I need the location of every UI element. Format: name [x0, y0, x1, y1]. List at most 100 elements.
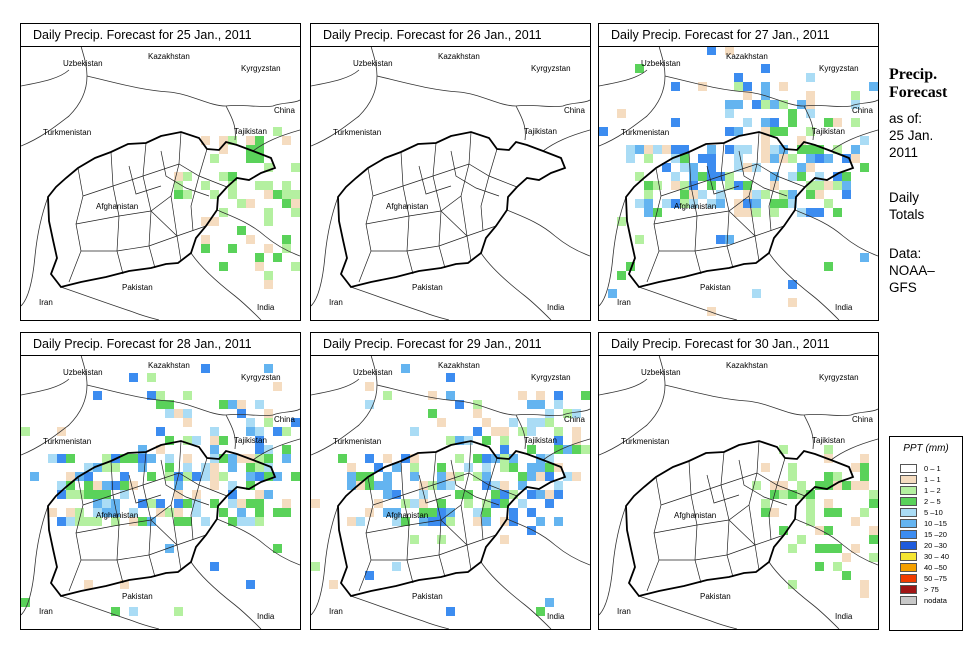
province-border: [728, 519, 756, 546]
asof-date-1: 25 Jan.: [889, 128, 934, 143]
precip-cell: [264, 217, 273, 226]
afghanistan-outline: [47, 440, 277, 598]
precip-cell: [815, 172, 824, 181]
precip-cell: [174, 508, 183, 517]
precip-cell: [545, 490, 554, 499]
province-border: [160, 150, 210, 197]
country-border: [311, 46, 378, 147]
province-border: [75, 504, 172, 534]
precip-cell: [851, 544, 860, 553]
precip-cell: [833, 208, 842, 217]
precip-cell: [806, 508, 815, 517]
precip-cell: [860, 472, 869, 481]
precip-cell: [111, 463, 120, 472]
country-label-pakistan: Pakistan: [412, 283, 443, 292]
precip-cell: [788, 118, 797, 127]
country-label-kyrgyzstan: Kyrgyzstan: [819, 373, 859, 382]
province-border: [372, 163, 518, 197]
precip-cell: [482, 436, 491, 445]
precip-cell: [246, 136, 255, 145]
precip-cell: [183, 190, 192, 199]
precip-cell: [84, 517, 93, 526]
precip-cell: [228, 499, 237, 508]
precip-cell: [347, 463, 356, 472]
precip-cells: [174, 127, 300, 289]
precip-cell: [165, 544, 174, 553]
province-border: [160, 459, 210, 506]
precip-cell: [635, 64, 644, 73]
precip-cell: [282, 190, 291, 199]
precip-cell: [219, 472, 228, 481]
precip-cell: [734, 181, 743, 190]
country-label-tajikistan: Tajikistan: [812, 436, 845, 445]
precip-cell: [680, 154, 689, 163]
precip-cell: [554, 517, 563, 526]
precip-cell: [210, 436, 219, 445]
precip-cell: [138, 445, 147, 454]
precip-cell: [518, 499, 527, 508]
country-border: [638, 286, 738, 320]
precip-cell: [255, 499, 264, 508]
precip-cell: [282, 508, 291, 517]
precip-cell: [246, 580, 255, 589]
precip-cell: [806, 181, 815, 190]
precip-cell: [201, 517, 210, 526]
province-border: [706, 165, 740, 195]
sidebar-title-line1: Precip.: [889, 66, 938, 83]
precip-cell: [491, 490, 500, 499]
precip-cell: [734, 100, 743, 109]
country-label-afghanistan: Afghanistan: [96, 511, 138, 520]
precip-cell: [428, 508, 437, 517]
precip-cell: [842, 190, 851, 199]
precip-map: Kazakhstan Uzbekistan Kyrgyzstan China Tajik…: [599, 355, 878, 629]
precip-cell: [797, 163, 806, 172]
country-border: [803, 414, 814, 450]
precip-cell: [671, 172, 680, 181]
country-border: [21, 505, 49, 616]
precip-cell: [554, 463, 563, 472]
precip-cell: [581, 391, 590, 400]
precip-cell: [219, 436, 228, 445]
precip-cell: [401, 499, 410, 508]
precip-cell: [21, 427, 30, 436]
country-label-uzbekistan: Uzbekistan: [353, 59, 393, 68]
precip-cell: [111, 481, 120, 490]
precip-cell: [210, 445, 219, 454]
precip-cell: [824, 499, 833, 508]
precip-cell: [84, 481, 93, 490]
precip-cell: [806, 73, 815, 82]
country-border: [376, 75, 590, 107]
precip-cell: [264, 181, 273, 190]
legend-label: 40 –50: [924, 563, 947, 572]
precip-cell: [264, 271, 273, 280]
precip-cell: [201, 217, 210, 226]
precip-cell: [554, 481, 563, 490]
precip-cell: [219, 145, 228, 154]
precip-cell: [851, 463, 860, 472]
precip-cell: [671, 199, 680, 208]
precip-cell: [446, 391, 455, 400]
precip-cell: [201, 472, 210, 481]
province-border: [450, 150, 500, 197]
precip-cell: [761, 463, 770, 472]
precip-cell: [228, 136, 237, 145]
precip-cell: [671, 145, 680, 154]
precip-cell: [446, 472, 455, 481]
precip-cell: [824, 262, 833, 271]
precip-cell: [770, 127, 779, 136]
precip-cell: [419, 490, 428, 499]
precip-cell: [833, 562, 842, 571]
precip-cell: [509, 508, 518, 517]
afghanistan-outline: [625, 440, 855, 598]
precip-cell: [455, 400, 464, 409]
country-label-turkmenistan: Turkmenistan: [621, 437, 669, 446]
precip-cell: [725, 100, 734, 109]
precip-cell: [680, 163, 689, 172]
panel-title: Daily Precip. Forecast for 28 Jan., 2011: [21, 333, 300, 356]
precip-cell: [192, 508, 201, 517]
precip-cell: [860, 253, 869, 262]
country-label-kyrgyzstan: Kyrgyzstan: [241, 373, 281, 382]
country-label-iran: Iran: [329, 607, 343, 616]
province-border: [688, 460, 702, 584]
precip-cell: [761, 91, 770, 100]
